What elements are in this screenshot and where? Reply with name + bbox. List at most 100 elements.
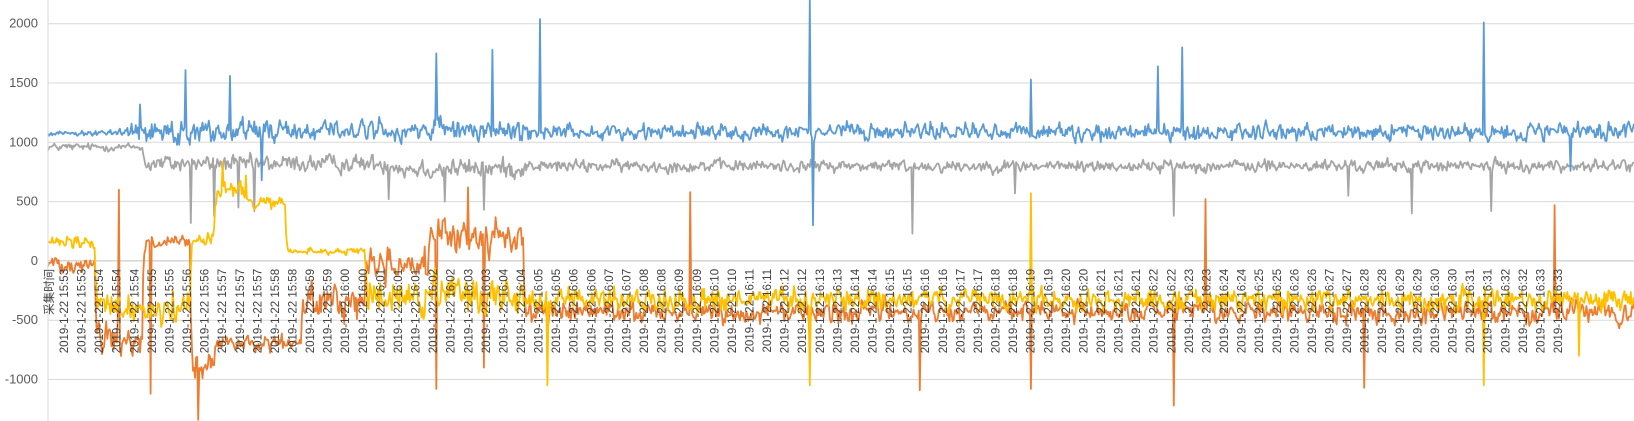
x-tick-label: 2019-1-22 16:06 <box>569 269 581 353</box>
x-tick-label: 2019-1-22 15:59 <box>323 269 335 353</box>
x-tick-label: 2019-1-22 16:23 <box>1184 269 1196 353</box>
x-tick-label: 2019-1-22 16:00 <box>358 269 370 353</box>
x-tick-label: 2019-1-22 16:30 <box>1430 269 1442 353</box>
x-tick-label: 2019-1-22 16:17 <box>973 269 985 353</box>
x-tick-label: 2019-1-22 16:24 <box>1219 268 1231 353</box>
x-tick-label: 2019-1-22 16:14 <box>868 268 880 353</box>
x-tick-label: 2019-1-22 16:30 <box>1448 269 1460 353</box>
x-tick-label: 2019-1-22 16:18 <box>1008 269 1020 353</box>
x-tick-label: 2019-1-22 16:08 <box>639 269 651 353</box>
y-tick-label: -1000 <box>5 371 38 386</box>
x-tick-label: 2019-1-22 15:54 <box>112 268 124 353</box>
x-tick-label: 2019-1-22 15:59 <box>305 269 317 353</box>
y-tick-label: 2000 <box>9 16 38 31</box>
x-tick-label: 2019-1-22 16:25 <box>1254 269 1266 353</box>
series-line-1 <box>47 186 1634 421</box>
x-tick-label: 2019-1-22 16:33 <box>1535 269 1547 353</box>
x-tick-label: 2019-1-22 16:03 <box>481 269 493 353</box>
x-tick-label: 2019-1-22 16:23 <box>1202 269 1214 353</box>
y-axis: -1000 -500 0 500 1000 1500 2000 <box>5 0 49 421</box>
x-tick-label: 2019-1-22 16:28 <box>1360 269 1372 353</box>
x-tick-label: 2019-1-22 16:15 <box>885 269 897 353</box>
x-tick-label: 2019-1-22 16:19 <box>1043 269 1055 353</box>
x-tick-label: 2019-1-22 16:13 <box>815 269 827 353</box>
x-tick-label: 2019-1-22 16:12 <box>780 269 792 353</box>
x-tick-label: 2019-1-22 16:09 <box>674 269 686 353</box>
x-tick-label: 2019-1-22 16:32 <box>1500 269 1512 353</box>
gridlines <box>48 23 1634 380</box>
x-tick-label: 2019-1-22 16:07 <box>604 269 616 353</box>
x-tick-label: 2019-1-22 16:08 <box>657 269 669 353</box>
x-tick-label: 2019-1-22 16:26 <box>1289 269 1301 353</box>
x-tick-label: 2019-1-22 16:19 <box>1026 269 1038 353</box>
x-tick-label: 2019-1-22 16:02 <box>446 269 458 353</box>
x-tick-label: 2019-1-22 16:02 <box>428 269 440 353</box>
x-tick-label: 2019-1-22 16:01 <box>393 269 405 353</box>
x-tick-label: 2019-1-22 16:22 <box>1166 269 1178 353</box>
x-tick-label: 2019-1-22 16:12 <box>797 269 809 353</box>
x-tick-label: 2019-1-22 15:53 <box>59 269 71 353</box>
x-tick-label: 2019-1-22 16:27 <box>1342 269 1354 353</box>
x-tick-label: 2019-1-22 16:13 <box>832 269 844 353</box>
y-tick-label: 500 <box>16 194 38 209</box>
x-tick-label: 2019-1-22 16:31 <box>1483 269 1495 353</box>
x-tick-label: 2019-1-22 16:27 <box>1325 269 1337 353</box>
x-tick-label: 2019-1-22 16:17 <box>955 269 967 353</box>
x-tick-label: 2019-1-22 15:54 <box>94 268 106 353</box>
x-tick-label: 2019-1-22 16:16 <box>938 269 950 353</box>
x-tick-label: 2019-1-22 15:57 <box>235 269 247 353</box>
x-tick-label: 2019-1-22 16:32 <box>1518 269 1530 353</box>
x-tick-label: 2019-1-22 16:25 <box>1272 269 1284 353</box>
x-tick-label: 2019-1-22 16:24 <box>1237 268 1249 353</box>
series-line-3 <box>47 0 1634 227</box>
x-tick-label: 2019-1-22 16:22 <box>1149 269 1161 353</box>
series-layer <box>47 0 1634 421</box>
x-tick-label: 2019-1-22 15:57 <box>252 269 264 353</box>
x-axis: 2019-1-22 15:53 2019-1-22 15:53 2019-1-22 … <box>59 268 1565 353</box>
x-tick-label: 2019-1-22 16:16 <box>920 269 932 353</box>
x-tick-label: 2019-1-22 16:21 <box>1114 269 1126 353</box>
x-tick-label: 2019-1-22 16:11 <box>762 269 774 353</box>
x-tick-label: 2019-1-22 16:15 <box>903 269 915 353</box>
x-tick-label: 2019-1-22 16:00 <box>340 269 352 353</box>
series-line-0 <box>47 142 1634 235</box>
x-tick-label: 2019-1-22 16:33 <box>1553 269 1565 353</box>
x-tick-label: 2019-1-22 16:21 <box>1096 269 1108 353</box>
x-tick-label: 2019-1-22 16:04 <box>498 268 510 353</box>
x-tick-label: 2019-1-22 16:06 <box>586 269 598 353</box>
y-tick-label: -500 <box>12 312 38 327</box>
x-tick-label: 2019-1-22 15:56 <box>200 269 212 353</box>
y-tick-label: 1500 <box>9 75 38 90</box>
x-tick-label: 2019-1-22 16:03 <box>463 269 475 353</box>
y-tick-label: 0 <box>31 253 38 268</box>
x-tick-label: 2019-1-22 15:53 <box>77 269 89 353</box>
x-tick-label: 2019-1-22 15:55 <box>165 269 177 353</box>
y-tick-label: 1000 <box>9 134 38 149</box>
x-tick-label: 2019-1-22 16:21 <box>1131 269 1143 353</box>
x-tick-label: 2019-1-22 16:05 <box>534 269 546 353</box>
x-tick-label: 2019-1-22 15:55 <box>147 269 159 353</box>
x-tick-label: 2019-1-22 16:04 <box>516 268 528 353</box>
x-tick-label: 2019-1-22 16:31 <box>1465 269 1477 353</box>
x-tick-label: 2019-1-22 16:01 <box>375 269 387 353</box>
x-tick-label: 2019-1-22 16:10 <box>727 269 739 353</box>
x-tick-label: 2019-1-22 15:58 <box>288 269 300 353</box>
x-tick-label: 2019-1-22 16:20 <box>1078 269 1090 353</box>
x-tick-label: 2019-1-22 16:11 <box>745 269 757 353</box>
x-tick-label: 2019-1-22 16:29 <box>1395 269 1407 353</box>
x-tick-label: 2019-1-22 16:07 <box>621 269 633 353</box>
x-tick-label: 2019-1-22 16:28 <box>1377 269 1389 353</box>
x-tick-label: 2019-1-22 16:18 <box>991 269 1003 353</box>
x-tick-label: 2019-1-22 16:29 <box>1412 269 1424 353</box>
x-tick-label: 2019-1-22 16:09 <box>692 269 704 353</box>
x-tick-label: 2019-1-22 15:54 <box>129 268 141 353</box>
x-tick-label: 2019-1-22 16:10 <box>709 269 721 353</box>
x-tick-label: 2019-1-22 16:14 <box>850 268 862 353</box>
series-line-2 <box>47 161 1634 387</box>
x-tick-label: 2019-1-22 15:57 <box>217 269 229 353</box>
x-tick-label: 2019-1-22 16:20 <box>1061 269 1073 353</box>
x-axis-title: 采集时间 <box>42 269 56 315</box>
x-tick-label: 2019-1-22 15:58 <box>270 269 282 353</box>
